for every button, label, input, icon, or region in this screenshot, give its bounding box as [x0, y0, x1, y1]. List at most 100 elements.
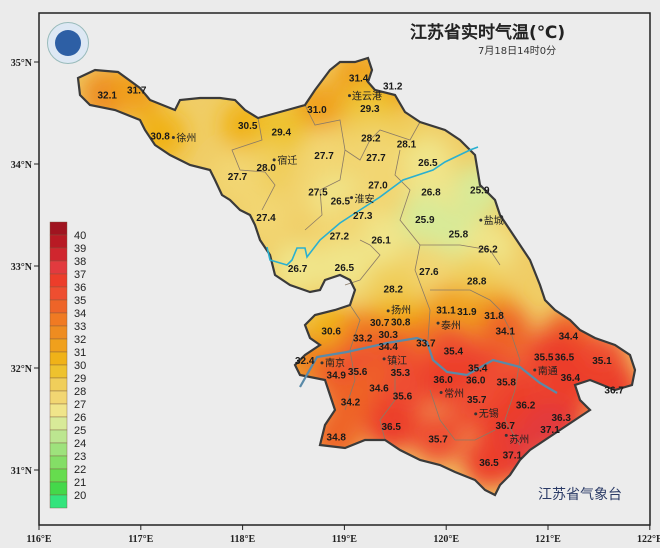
temperature-value: 36.7 — [604, 385, 624, 396]
legend-label: 37 — [74, 269, 86, 281]
legend-swatch — [49, 403, 68, 418]
lat-tick-label: 33°N — [11, 262, 33, 273]
legend-label: 25 — [74, 425, 86, 437]
temperature-value: 34.6 — [369, 383, 389, 394]
legend-swatch — [49, 494, 68, 509]
temperature-value: 31.8 — [484, 311, 504, 322]
legend-label: 22 — [74, 464, 86, 476]
city-marker — [347, 94, 351, 98]
legend-swatch — [49, 273, 68, 288]
temperature-value: 36.0 — [466, 376, 486, 387]
legend-swatch — [49, 234, 68, 249]
temperature-value: 36.3 — [551, 413, 571, 424]
legend-swatch — [49, 325, 68, 340]
city-marker — [320, 361, 324, 365]
temperature-value: 37.1 — [540, 425, 560, 436]
temperature-value: 35.7 — [428, 434, 448, 445]
legend-swatch — [49, 286, 68, 301]
temperature-value: 32.1 — [97, 91, 117, 102]
map-timestamp: 7月18日14时0分 — [478, 46, 557, 57]
lon-tick-label: 117°E — [128, 534, 153, 545]
city-label: 淮安 — [355, 193, 375, 206]
temperature-value: 31.7 — [127, 86, 147, 97]
temperature-value: 30.5 — [238, 121, 258, 132]
temperature-value: 28.2 — [384, 284, 404, 295]
map-title: 江苏省实时气温(℃) — [410, 23, 566, 43]
temperature-value: 30.8 — [391, 318, 411, 329]
city-marker — [386, 309, 390, 313]
temperature-value: 35.5 — [534, 353, 554, 364]
temperature-value: 36.5 — [479, 458, 499, 469]
legend-label: 36 — [74, 282, 86, 294]
temperature-value: 27.0 — [368, 181, 388, 192]
temperature-value: 31.9 — [457, 307, 477, 318]
yangtze-river — [299, 336, 558, 394]
legend-label: 34 — [74, 308, 86, 320]
temperature-value: 31.4 — [349, 73, 369, 84]
temperature-value: 34.2 — [341, 398, 361, 409]
legend-swatch — [49, 312, 68, 327]
temperature-value: 31.0 — [307, 105, 327, 116]
city-marker — [439, 390, 443, 394]
temperature-value: 34.1 — [496, 326, 516, 337]
city-label: 镇江 — [387, 354, 407, 367]
city-marker — [474, 412, 478, 416]
temperature-value: 31.2 — [383, 81, 403, 92]
lon-tick-label: 121°E — [535, 534, 561, 545]
temperature-value: 26.7 — [288, 264, 308, 275]
temperature-value: 36.4 — [561, 373, 581, 384]
legend-swatch — [49, 377, 68, 392]
temperature-value: 26.5 — [418, 158, 438, 169]
legend-swatch — [49, 416, 68, 431]
temperature-value: 30.6 — [321, 326, 341, 337]
temperature-value: 25.9 — [470, 186, 490, 197]
city-marker — [272, 158, 276, 162]
city-label: 泰州 — [441, 319, 461, 332]
temperature-value: 36.5 — [555, 353, 575, 364]
temperature-value: 33.7 — [416, 339, 436, 350]
city-label: 南京 — [325, 357, 345, 370]
temperature-value: 36.7 — [496, 421, 516, 432]
logo-emblem — [55, 30, 81, 56]
temperature-blob — [412, 412, 465, 465]
city-marker — [350, 196, 354, 200]
temperature-value: 33.2 — [353, 333, 373, 344]
temperature-value: 35.4 — [444, 347, 464, 358]
legend-swatch — [49, 390, 68, 405]
lon-tick-label: 116°E — [26, 534, 51, 545]
legend-label: 20 — [74, 490, 86, 502]
legend-label: 30 — [74, 360, 86, 372]
weather-bureau-logo — [47, 22, 89, 64]
lat-tick-label: 32°N — [11, 364, 33, 375]
legend-swatch — [49, 468, 68, 483]
temperature-value: 25.8 — [449, 229, 469, 240]
legend-label: 28 — [74, 386, 86, 398]
temperature-value: 28.2 — [361, 133, 381, 144]
city-label: 宿迁 — [277, 154, 297, 167]
legend-label: 39 — [74, 243, 86, 255]
city-marker — [171, 135, 175, 139]
city-marker — [479, 218, 483, 222]
temperature-value: 35.6 — [393, 392, 413, 403]
temperature-value: 27.7 — [314, 151, 334, 162]
city-marker — [504, 433, 508, 437]
legend-swatch — [49, 364, 68, 379]
legend-label: 31 — [74, 347, 86, 359]
temperature-value: 35.8 — [497, 377, 517, 388]
temperature-value: 27.5 — [308, 188, 328, 199]
temperature-blob — [462, 435, 515, 488]
temperature-value: 26.8 — [421, 188, 441, 199]
legend-label: 35 — [74, 295, 86, 307]
legend-swatch — [49, 299, 68, 314]
city-marker — [533, 368, 537, 372]
temperature-value: 31.1 — [436, 305, 456, 316]
temperature-value: 27.4 — [256, 213, 276, 224]
axes: 116°E 117°E 118°E 119°E 120°E 121°E 122°E 35°N 3… — [11, 58, 660, 545]
legend-swatch — [49, 351, 68, 366]
temperature-value: 27.3 — [353, 211, 373, 222]
legend-label: 21 — [74, 477, 86, 489]
lon-tick-label: 118°E — [230, 534, 255, 545]
temperature-value: 36.0 — [433, 375, 453, 386]
temperature-value: 26.5 — [335, 263, 355, 274]
temperature-value: 27.7 — [366, 153, 386, 164]
